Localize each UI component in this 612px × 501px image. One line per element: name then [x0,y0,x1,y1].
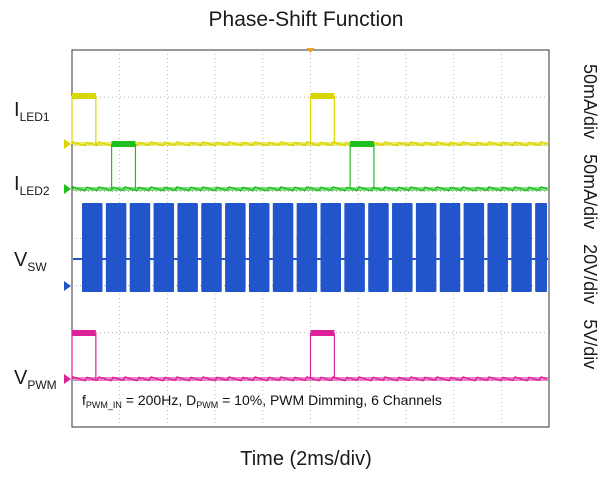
vsw-burst-4 [177,203,198,292]
scale-ch1: 50mA/div [580,64,600,140]
vsw-burst-0 [82,203,103,292]
note-f: f [82,392,86,408]
vsw-burst-9 [296,203,318,292]
label-iled2-main: I [14,173,20,195]
label-vpwm-main: V [14,367,28,389]
label-vsw-main: V [14,249,28,271]
trace-sw [73,203,548,292]
pulse-0 [72,330,96,336]
vsw-burst-17 [487,203,508,292]
label-vsw-sub: SW [27,260,47,274]
trigger-marker [306,48,315,53]
traces [64,93,548,384]
pulse-1 [310,93,335,99]
label-iled1-sub: LED1 [19,110,50,124]
chart-title: Phase-Shift Function [208,8,404,31]
vsw-burst-7 [248,203,270,292]
note-rest: = 10%, PWM Dimming, 6 Channels [218,392,442,408]
pulse-0 [111,141,136,147]
channel-marker-4 [64,374,71,384]
vsw-burst-15 [439,203,461,292]
label-vpwm-sub: PWM [27,378,57,392]
baseline-band [73,187,548,191]
pulse-1 [350,141,374,147]
note-d-sub: PWM [196,400,219,410]
label-iled2-sub: LED2 [19,184,50,198]
vsw-burst-6 [225,203,246,292]
scale-ch4: 5V/div [580,319,600,370]
vsw-burst-14 [415,203,437,292]
vsw-burst-12 [368,203,389,292]
label-iled2: ILED2 [14,174,50,197]
vsw-burst-13 [392,203,413,292]
label-vsw: VSW [14,250,47,273]
label-vpwm: VPWM [14,368,57,391]
pulse-1 [310,330,335,336]
vsw-burst-2 [129,203,151,292]
channel-marker-2 [64,184,71,194]
channel-scales: 50mA/div 50mA/div 20V/div 5V/div [579,64,600,424]
vsw-burst-18 [511,203,532,292]
vsw-burst-11 [344,203,365,292]
vsw-burst-5 [201,203,222,292]
annotation: fPWM_IN = 200Hz, DPWM = 10%, PWM Dimming… [82,392,442,410]
trace-led1 [71,93,548,147]
x-axis-label: Time (2ms/div) [240,448,372,470]
scale-ch2: 50mA/div [580,154,600,230]
vsw-burst-1 [105,203,127,292]
vsw-burst-19 [535,203,547,292]
trace-pwm [71,330,548,382]
channel-marker-3 [64,281,71,291]
scale-ch3: 20V/div [580,244,600,305]
note-f-sub: PWM_IN [85,400,122,410]
label-iled1: ILED1 [14,100,50,123]
vsw-burst-8 [272,203,294,292]
vsw-burst-3 [153,203,175,292]
note-f-value: = 200Hz, D [121,392,197,408]
vsw-burst-10 [320,203,342,292]
trace-led2 [72,141,548,192]
pulse-0 [72,93,96,99]
label-iled1-main: I [14,99,20,121]
vsw-burst-16 [463,203,485,292]
channel-marker-1 [64,139,71,149]
